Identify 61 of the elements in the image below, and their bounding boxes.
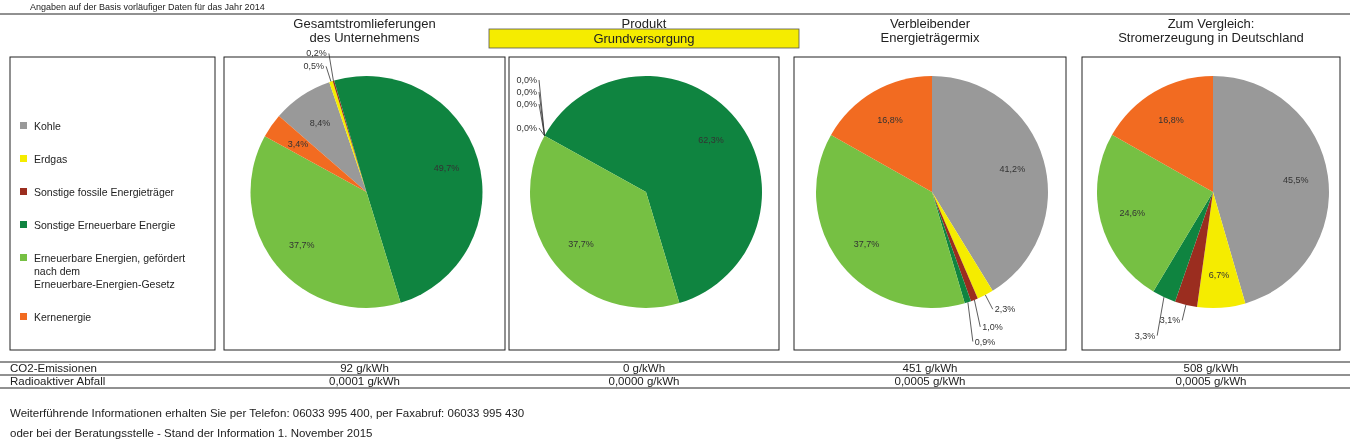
legend-label: Erneuerbare Energien, gefördert nach dem Erneuerbare-Energien-Gesetz	[34, 252, 186, 290]
text: Weiterführende Informationen erhalten Sie per Telefon: 06033 995 400, per Faxabruf: 06033 995 430	[10, 407, 525, 419]
pie-slice	[932, 76, 1048, 291]
data-label: 1,0%	[982, 321, 1003, 332]
text: Angaben auf der Basis vorläufiger Daten für das Jahr 2014	[30, 2, 265, 12]
pie-slice	[544, 76, 762, 304]
pie-slice	[1197, 192, 1246, 308]
data-label: 0,2%	[306, 48, 327, 59]
text: 451 g/kWh	[902, 362, 958, 374]
pie-slice	[278, 82, 367, 192]
chart-subtitle: Grundversorgung	[593, 31, 695, 46]
data-label: 6,7%	[1208, 270, 1230, 281]
text: 92 g/kWh	[340, 362, 389, 374]
text: 0,0%	[516, 87, 537, 98]
text: 0,0%	[516, 123, 537, 134]
legend-label: Kohle	[34, 120, 62, 132]
text: 0 g/kWh	[622, 362, 666, 374]
text: 0,0000 g/kWh	[608, 375, 680, 387]
pie-slice	[334, 76, 483, 303]
pie-slice	[932, 192, 993, 299]
pie-slice	[264, 115, 367, 192]
data-label: 0,5%	[303, 61, 325, 72]
text: 0,0001 g/kWh	[329, 375, 400, 387]
data-label: 49,7%	[433, 163, 460, 174]
text: 0,0%	[516, 99, 537, 110]
text: CO2-Emissionen	[10, 362, 97, 374]
data-label: 45,5%	[1282, 175, 1309, 186]
legend-label: Kernenergie	[34, 311, 92, 323]
data-label: 8,4%	[309, 117, 331, 128]
text: Radioaktiver Abfall	[10, 375, 106, 387]
pie-slice	[816, 134, 965, 308]
data-label: 41,2%	[999, 164, 1026, 175]
text: 0,0005 g/kWh	[1175, 375, 1247, 387]
data-label: 62,3%	[698, 134, 724, 145]
data-label: 3,3%	[1134, 330, 1156, 341]
text: 0,0005 g/kWh	[894, 375, 966, 387]
data-label: 16,8%	[877, 114, 903, 125]
text: 0,0%	[516, 75, 537, 86]
data-label: 3,1%	[1159, 315, 1181, 326]
data-label: 37,7%	[568, 239, 594, 250]
data-label: 16,8%	[1158, 114, 1184, 125]
chart-title: Gesamtstromlieferungen des Unternehmens	[293, 16, 436, 45]
data-label: 37,7%	[853, 238, 880, 249]
data-label: 37,7%	[288, 239, 315, 250]
data-label: 0,9%	[974, 336, 996, 347]
text: 508 g/kWh	[1183, 362, 1239, 374]
chart-title: Verbleibender Energieträgermix	[880, 16, 980, 45]
legend-label: Sonstige fossile Energieträger	[34, 186, 175, 198]
pie-slice	[1112, 76, 1213, 192]
pie-slice	[831, 76, 932, 192]
pie-slice	[250, 136, 401, 308]
data-label: 3,4%	[287, 139, 309, 150]
legend-label: Erdgas	[34, 153, 68, 165]
data-label: 24,6%	[1119, 208, 1145, 219]
pie-slice	[530, 135, 680, 308]
chart-title: Produkt	[621, 16, 667, 31]
text: oder bei der Beratungsstelle - Stand der Information 1. November 2015	[10, 427, 373, 439]
legend-label: Sonstige Erneuerbare Energie	[34, 219, 176, 231]
chart-title: Zum Vergleich: Stromerzeugung in Deutschland	[1118, 16, 1304, 45]
data-label: 2,3%	[994, 304, 1016, 315]
pie-slice	[932, 192, 971, 304]
